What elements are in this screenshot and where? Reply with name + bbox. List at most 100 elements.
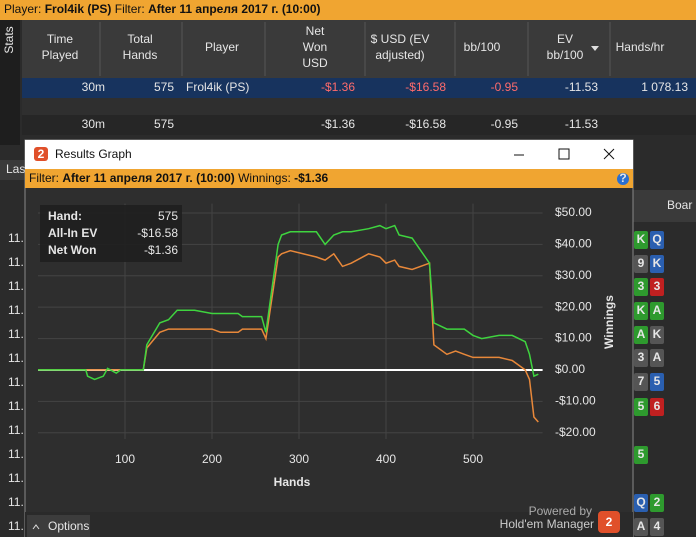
row-label: 11.	[8, 471, 24, 485]
options-label[interactable]: Options	[48, 519, 89, 533]
card-rank: 4	[654, 519, 661, 533]
logo-text: 2	[38, 147, 45, 161]
series-line	[38, 224, 539, 381]
column-header[interactable]: EV	[557, 32, 573, 46]
label: Winnings:	[238, 171, 291, 185]
cell[interactable]: -$16.58	[405, 80, 446, 94]
row-label: 11.	[8, 519, 24, 533]
filter-bar	[25, 169, 633, 188]
cell: -0.95	[491, 117, 519, 131]
cell[interactable]: 575	[154, 80, 174, 94]
y-tick-label: $0.00	[555, 362, 585, 376]
label: Player:	[4, 2, 41, 16]
column-header[interactable]: Net	[306, 24, 325, 38]
summary-row	[22, 115, 696, 135]
selected-row[interactable]	[22, 78, 696, 98]
card-rank: 3	[638, 350, 645, 364]
filter: After 11 апреля 2017 г. (10:00)	[148, 2, 320, 16]
column-header[interactable]: Time	[47, 32, 74, 46]
card-rank: K	[653, 256, 662, 270]
card-rank: Q	[652, 232, 661, 246]
stats-label: All-In EV	[48, 226, 97, 240]
card-rank: K	[637, 232, 646, 246]
card	[650, 231, 664, 249]
column-header[interactable]: Hands	[123, 48, 158, 62]
title-bar	[25, 140, 633, 169]
row-label: 11.	[8, 303, 24, 317]
cell[interactable]: 30m	[82, 80, 105, 94]
sort-icon[interactable]	[591, 46, 599, 51]
tab-label[interactable]: Las	[6, 162, 25, 176]
y-tick-label: $50.00	[555, 205, 592, 219]
column-header[interactable]: $ USD (EV	[371, 32, 430, 46]
cell: -$16.58	[405, 117, 446, 131]
side-tab[interactable]	[0, 20, 20, 145]
tab[interactable]	[0, 160, 25, 180]
y-tick-label: $10.00	[555, 331, 592, 345]
card-rank: 7	[638, 374, 645, 388]
card-rank: 3	[654, 279, 661, 293]
card-rank: 3	[638, 279, 645, 293]
column-header[interactable]: Hands/hr	[616, 40, 665, 54]
board-label: Boar	[667, 198, 692, 212]
cell[interactable]: Frol4ik (PS)	[186, 80, 249, 94]
top-bar	[0, 0, 696, 20]
x-tick-label: 400	[376, 452, 396, 466]
help[interactable]	[617, 173, 629, 185]
card	[650, 349, 664, 367]
card	[650, 494, 664, 512]
options-button[interactable]	[27, 515, 90, 537]
cell[interactable]: 1 078.13	[641, 80, 688, 94]
card-rank: A	[637, 327, 646, 341]
side-tab-label[interactable]: Stats	[2, 26, 16, 53]
card	[634, 278, 648, 296]
window-title: Results Graph	[55, 147, 132, 161]
card	[634, 231, 648, 249]
label: Filter:	[29, 171, 59, 185]
cell[interactable]: -$1.36	[321, 80, 355, 94]
stats-label: Net Won	[48, 243, 96, 257]
card-rank: 9	[638, 256, 645, 270]
card	[650, 373, 664, 391]
stats-box	[40, 205, 182, 262]
card	[634, 326, 648, 344]
x-tick-label: 500	[463, 452, 483, 466]
footer	[25, 512, 633, 537]
column-header[interactable]: adjusted)	[375, 48, 424, 62]
column-header[interactable]: bb/100	[547, 48, 584, 62]
cell: -11.53	[565, 117, 598, 131]
card	[650, 326, 664, 344]
card-rank: 6	[654, 399, 661, 413]
help-icon[interactable]: ?	[619, 171, 626, 185]
card	[650, 398, 664, 416]
options-icon[interactable]	[32, 524, 40, 530]
cell[interactable]: -0.95	[491, 80, 519, 94]
brand-logo-text: 2	[606, 515, 613, 529]
stats-value: -$16.58	[137, 226, 178, 240]
column-header[interactable]: bb/100	[464, 40, 501, 54]
x-tick-label: 100	[115, 452, 135, 466]
row-gap	[22, 98, 696, 115]
card	[634, 255, 648, 273]
card	[634, 494, 648, 512]
table-header	[22, 20, 696, 78]
maximize[interactable]	[558, 148, 570, 160]
row-label: 11.	[8, 351, 24, 365]
close[interactable]	[603, 148, 615, 160]
logo	[34, 147, 48, 161]
column-header[interactable]: Won	[303, 40, 327, 54]
column-header[interactable]: Player	[205, 40, 239, 54]
row-label: 11.	[8, 495, 24, 509]
card-rank: 5	[638, 447, 645, 461]
card-rank: K	[653, 327, 662, 341]
row-label: 11.	[8, 447, 24, 461]
player: Frol4ik (PS)	[45, 2, 112, 16]
y-tick-label: $40.00	[555, 237, 592, 251]
column-header[interactable]: Total	[127, 32, 152, 46]
powered-by: Powered by	[529, 504, 592, 518]
column-header[interactable]: USD	[302, 56, 328, 70]
cell[interactable]: -11.53	[565, 80, 598, 94]
cell: 575	[154, 117, 174, 131]
column-header[interactable]: Played	[42, 48, 79, 62]
x-tick-label: 300	[289, 452, 309, 466]
